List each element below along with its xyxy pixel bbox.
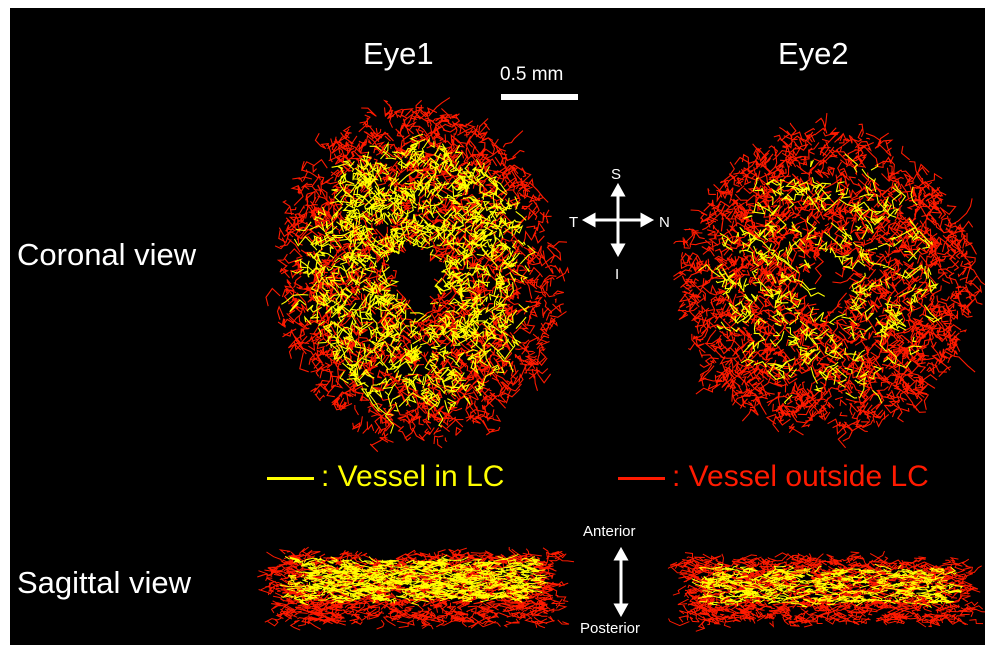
nasal-label: N bbox=[659, 214, 670, 231]
arrow-superior-icon bbox=[610, 182, 626, 220]
arrow-anterior-icon bbox=[613, 546, 629, 581]
posterior-label: Posterior bbox=[580, 620, 641, 637]
legend-label-outside-lc: : Vessel outside LC bbox=[672, 460, 929, 493]
eye1-title: Eye1 bbox=[363, 36, 434, 71]
arrow-inferior-icon bbox=[610, 220, 626, 258]
arrow-nasal-icon bbox=[618, 212, 655, 228]
superior-label: S bbox=[611, 166, 622, 183]
anterior-label: Anterior bbox=[583, 523, 636, 540]
vessel-outside-lc-strands bbox=[667, 550, 985, 632]
vessel-outside-lc-strands bbox=[673, 113, 985, 449]
eye1-sagittal-vessels bbox=[257, 546, 575, 631]
legend-label-in-lc: : Vessel in LC bbox=[321, 460, 505, 493]
inferior-label: I bbox=[615, 266, 620, 283]
legend-line-in-lc bbox=[267, 477, 314, 480]
arrow-temporal-icon bbox=[581, 212, 618, 228]
eye1-coronal-vessels bbox=[265, 97, 570, 453]
scale-bar bbox=[501, 94, 578, 100]
coronal-view-label: Coronal view bbox=[17, 237, 197, 272]
arrow-posterior-icon bbox=[613, 581, 629, 618]
vessel-in-lc-strands bbox=[698, 153, 942, 405]
sagittal-view-label: Sagittal view bbox=[17, 565, 192, 600]
vessel-render bbox=[257, 97, 985, 632]
temporal-label: T bbox=[569, 214, 579, 231]
eye2-coronal-vessels bbox=[673, 113, 985, 449]
vessel-outside-lc-strands bbox=[265, 97, 570, 453]
scale-bar-label: 0.5 mm bbox=[500, 64, 564, 85]
eye2-sagittal-vessels bbox=[667, 550, 985, 632]
figure-panel: Eye1 Eye2 0.5 mm Coronal view Sagittal v… bbox=[10, 8, 985, 645]
vessel-in-lc-strands bbox=[280, 554, 549, 606]
legend-line-outside-lc bbox=[618, 477, 665, 480]
eye2-title: Eye2 bbox=[778, 36, 849, 71]
vessel-in-lc-strands bbox=[691, 563, 964, 609]
vessel-in-lc-strands bbox=[281, 133, 536, 434]
